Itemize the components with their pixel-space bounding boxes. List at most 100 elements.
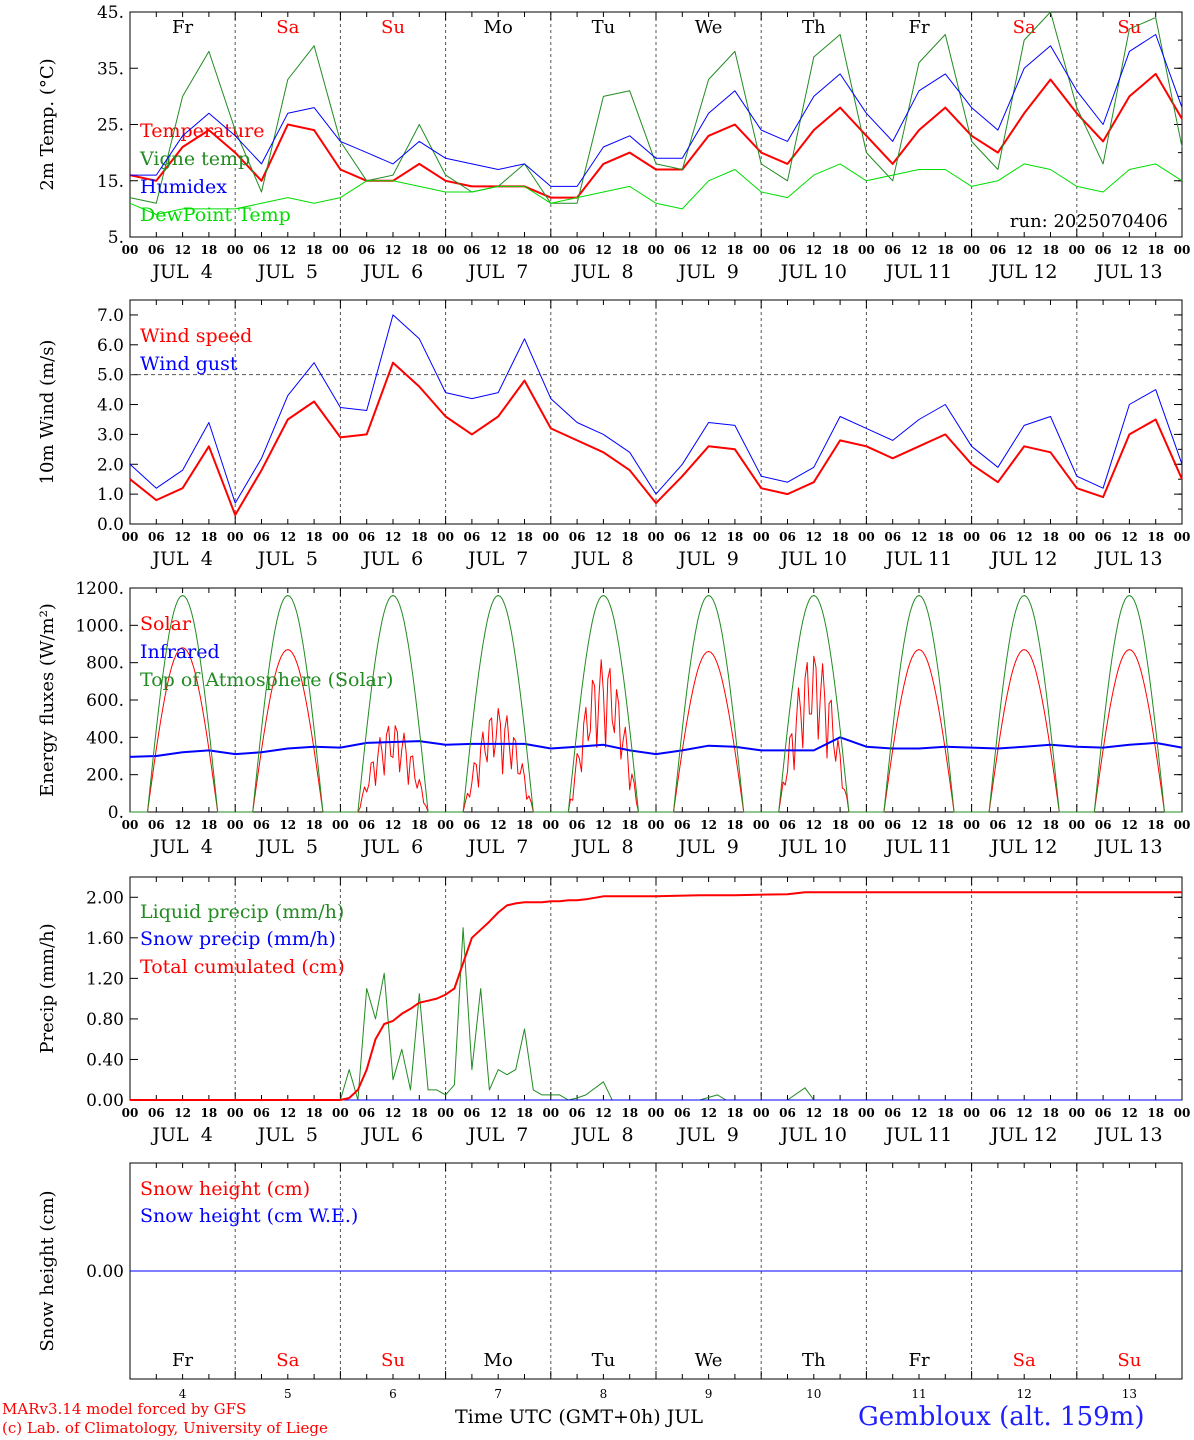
hour-tick-label: 12 (174, 818, 191, 832)
hour-tick-label: 12 (1016, 818, 1033, 832)
y-tick-label: 800. (86, 654, 124, 674)
y-tick-label: 7.0 (97, 306, 124, 326)
y-axis-label: 2m Temp. (°C) (37, 58, 58, 190)
hour-tick-label: 00 (858, 530, 875, 544)
day-label: Sa (276, 1350, 299, 1371)
day-label: Fr (172, 1350, 193, 1371)
hour-tick-label: 00 (963, 818, 980, 832)
hour-tick-label: 00 (227, 530, 244, 544)
hour-tick-label: 12 (279, 818, 296, 832)
hour-tick-label: 18 (516, 1106, 533, 1120)
day-number: 4 (179, 1387, 187, 1401)
hour-tick-label: 18 (727, 818, 744, 832)
hour-tick-label: 12 (490, 243, 507, 257)
hour-tick-label: 18 (201, 530, 218, 544)
hour-tick-label: 06 (148, 530, 165, 544)
hour-tick-label: 00 (437, 1106, 454, 1120)
day-label: Sa (1013, 1350, 1036, 1371)
hour-tick-label: 06 (1095, 243, 1112, 257)
date-label: JUL 9 (676, 548, 738, 570)
hour-tick-label: 18 (727, 1106, 744, 1120)
hour-tick-label: 12 (279, 243, 296, 257)
hour-tick-label: 00 (1174, 818, 1191, 832)
hour-tick-label: 00 (332, 1106, 349, 1120)
hour-tick-label: 00 (437, 243, 454, 257)
date-label: JUL 10 (779, 548, 847, 570)
hour-tick-label: 12 (490, 1106, 507, 1120)
hour-tick-label: 00 (227, 818, 244, 832)
y-tick-label: 25. (97, 116, 124, 136)
legend-entry: Wind speed (140, 325, 252, 347)
hour-tick-label: 18 (832, 818, 849, 832)
hour-tick-label: 06 (358, 243, 375, 257)
y-axis-label: Snow height (cm) (37, 1190, 58, 1351)
hour-tick-label: 06 (1095, 530, 1112, 544)
day-label: Su (381, 17, 405, 38)
hour-tick-label: 00 (437, 818, 454, 832)
series-line (130, 927, 1182, 1101)
hour-tick-label: 06 (148, 818, 165, 832)
hour-tick-label: 00 (332, 530, 349, 544)
hour-tick-label: 00 (542, 818, 559, 832)
y-tick-label: 0.0 (97, 515, 124, 535)
day-label: Fr (908, 1350, 929, 1371)
hour-tick-label: 06 (884, 243, 901, 257)
hour-tick-label: 00 (753, 243, 770, 257)
date-label: JUL 8 (571, 1124, 633, 1146)
hour-tick-label: 06 (569, 1106, 586, 1120)
date-label: JUL 4 (150, 548, 212, 570)
hour-tick-label: 18 (411, 243, 428, 257)
y-tick-label: 2.0 (97, 455, 124, 475)
date-label: JUL 12 (989, 261, 1057, 283)
date-label: JUL 11 (884, 836, 952, 858)
date-label: JUL 13 (1094, 261, 1162, 283)
hour-tick-label: 06 (1095, 818, 1112, 832)
hour-tick-label: 06 (779, 243, 796, 257)
date-label: JUL 10 (779, 261, 847, 283)
hour-tick-label: 12 (700, 243, 717, 257)
hour-tick-label: 18 (937, 530, 954, 544)
day-number: 10 (806, 1387, 821, 1401)
series-line (130, 891, 1182, 1101)
hour-tick-label: 00 (858, 243, 875, 257)
y-tick-label: 1.60 (86, 929, 124, 949)
hour-tick-label: 06 (1095, 1106, 1112, 1120)
hour-tick-label: 12 (805, 243, 822, 257)
series-line (130, 34, 1183, 187)
hour-tick-label: 18 (306, 530, 323, 544)
series-line (129, 72, 1183, 199)
y-axis-label: 10m Wind (m/s) (37, 340, 58, 485)
day-number: 9 (705, 1387, 713, 1401)
hour-tick-label: 00 (648, 243, 665, 257)
hour-tick-label: 06 (148, 1106, 165, 1120)
hour-tick-label: 12 (174, 1106, 191, 1120)
date-label: JUL 13 (1094, 1124, 1162, 1146)
day-number: 8 (600, 1387, 608, 1401)
hour-tick-label: 12 (490, 530, 507, 544)
date-label: JUL 12 (989, 1124, 1057, 1146)
hour-tick-label: 18 (1147, 530, 1164, 544)
date-label: JUL 6 (361, 548, 423, 570)
day-label: Mo (484, 17, 513, 38)
hour-tick-label: 18 (937, 243, 954, 257)
y-tick-label: 0.00 (86, 1262, 124, 1282)
day-label: Tu (592, 1350, 616, 1371)
series-line (130, 595, 1182, 813)
hour-tick-label: 12 (595, 1106, 612, 1120)
date-label: JUL 7 (466, 836, 528, 858)
panel-frame (129, 587, 1183, 813)
y-tick-label: 0.00 (86, 1091, 124, 1111)
hour-tick-label: 00 (753, 818, 770, 832)
hour-tick-label: 00 (122, 243, 139, 257)
hour-tick-label: 12 (911, 243, 928, 257)
date-label: JUL 5 (256, 548, 318, 570)
y-tick-label: 35. (97, 59, 124, 79)
hour-tick-label: 00 (542, 530, 559, 544)
day-number: 12 (1017, 1387, 1032, 1401)
hour-tick-label: 06 (464, 818, 481, 832)
hour-tick-label: 00 (227, 243, 244, 257)
hour-tick-label: 12 (385, 243, 402, 257)
date-label: JUL 13 (1094, 548, 1162, 570)
y-tick-label: 5.0 (97, 366, 124, 386)
date-label: JUL 4 (150, 1124, 212, 1146)
